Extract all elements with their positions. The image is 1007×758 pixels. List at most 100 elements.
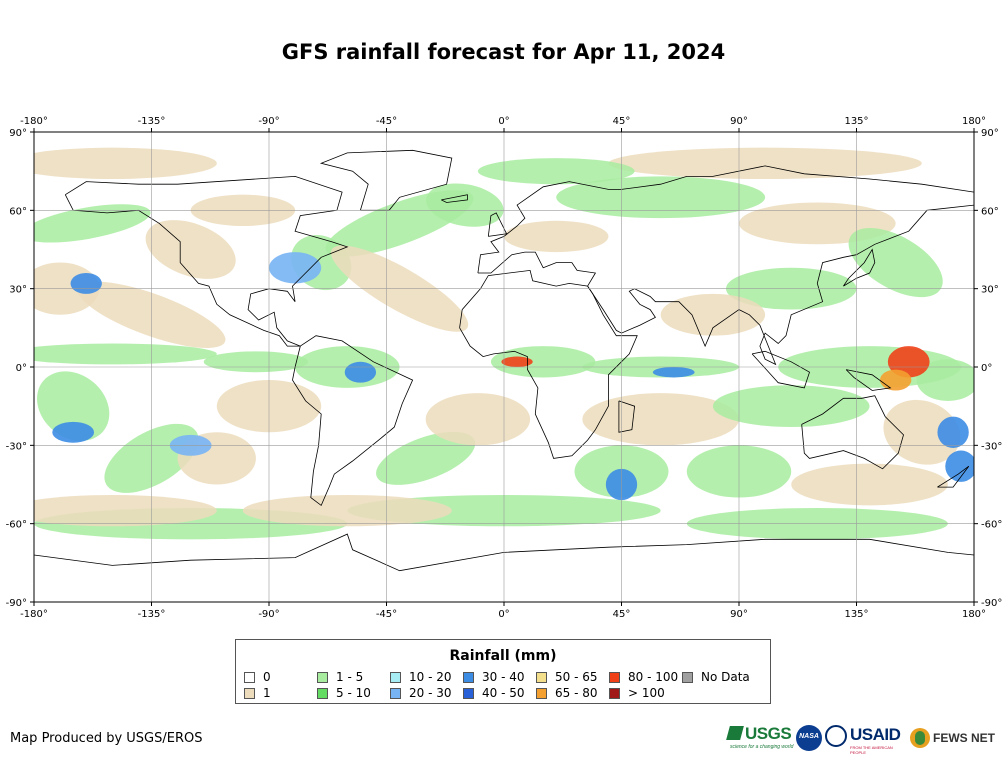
graticule [34,132,974,602]
legend-swatch [463,687,474,699]
legend-swatch [536,671,547,683]
legend-item: 50 - 65 [536,670,598,684]
legend-swatch [390,687,401,699]
rain-patch [883,399,961,465]
usaid-logo: USAID FROM THE AMERICAN PEOPLE [825,724,909,755]
lon-tick-label-bottom: -90° [258,609,279,620]
nasa-logo-text: NASA [799,733,819,740]
lat-tick-label-left: 90° [9,128,27,139]
rain-patch [848,228,943,298]
lat-tick-label-left: 60° [9,206,27,217]
lat-tick-label-right: 90° [981,128,999,139]
lat-tick-label-right: -60° [981,520,1002,531]
legend-swatch [536,687,547,699]
lon-tick-label-bottom: 180° [962,609,986,620]
legend-label: 65 - 80 [555,686,598,700]
legend-label: 10 - 20 [409,670,452,684]
rain-patch [34,147,217,179]
lon-tick-label-bottom: -180° [20,609,48,620]
lon-tick-label-top: -135° [138,116,166,127]
rain-core [880,369,912,391]
lon-tick-label-bottom: -45° [376,609,397,620]
coastline [487,212,508,237]
legend-item: 20 - 30 [390,686,452,700]
rain-patch [34,494,217,527]
lat-tick-label-right: 60° [981,206,999,217]
legend-label: 80 - 100 [628,670,679,684]
lon-tick-label-top: 135° [844,116,868,127]
lon-tick-label-top: 180° [962,116,986,127]
coastline [618,400,636,433]
legend-item: 0 [244,670,271,684]
legend-item: 80 - 100 [609,670,678,684]
legend-item: 5 - 10 [317,686,371,700]
legend-item: 1 [244,686,271,700]
legend-swatch [463,671,474,683]
rain-core [52,421,95,443]
rain-core [344,361,377,383]
rain-patch [203,351,309,373]
rainfall-map: -180° -180° -135° -135° -90° -90° -45° -45° 0° 0°… [6,116,1003,620]
lon-tick-label-top: 0° [498,116,509,127]
fewsnet-logo: FEWS NET [910,726,1000,752]
lon-tick-label-bottom: 0° [498,609,509,620]
legend-label: 0 [263,670,271,684]
usgs-logo-text: USGS [745,724,792,743]
legend-swatch [317,671,328,683]
rain-patch [490,346,596,378]
lat-tick-label-right: 0° [981,363,992,374]
usaid-logo-text: USAID [850,725,901,744]
lat-tick-label-right: -90° [981,598,1002,609]
legend-label: No Data [701,670,750,684]
rain-patch [916,359,974,401]
lat-tick-label-right: 30° [981,285,999,296]
legend-label: 1 [263,686,271,700]
fewsnet-logo-text: FEWS NET [933,731,995,745]
rain-patch [608,147,922,179]
rain-patch [145,220,236,279]
coastline [319,149,453,211]
lon-tick-label-top: -45° [376,116,397,127]
rain-patch [504,220,609,253]
legend-item: 1 - 5 [317,670,363,684]
nasa-logo: NASA [796,725,822,751]
lon-tick-label-bottom: 135° [844,609,868,620]
rain-core [269,252,322,284]
legend-label: 5 - 10 [336,686,371,700]
rain-patch [34,343,217,365]
lon-tick-label-top: 90° [730,116,748,127]
legend-swatch [609,671,620,683]
lon-tick-label-top: 45° [613,116,631,127]
rain-patch [477,158,635,185]
coastline [937,465,970,488]
rain-patch [712,385,870,428]
rain-core [70,273,102,294]
legend-swatch [682,671,693,683]
lat-tick-label-left: -90° [6,598,27,609]
coastline [292,335,414,507]
legend-title: Rainfall (mm) [449,648,557,664]
coastline [845,369,892,391]
rain-patch [426,183,504,227]
legend-item: 10 - 20 [390,670,452,684]
lon-tick-label-bottom: 90° [730,609,748,620]
credit-text: Map Produced by USGS/EROS [10,731,203,746]
legend-swatch [390,671,401,683]
agency-logos: USGS science for a changing world NASA U… [726,724,1000,755]
rain-patch [425,393,531,446]
rain-patch [791,463,948,506]
legend-label: > 100 [628,686,665,700]
lon-tick-label-top: -90° [258,116,279,127]
legend-swatch [244,671,255,683]
rain-patch [37,371,110,441]
legend-item: 30 - 40 [463,670,525,684]
legend-item: > 100 [609,686,665,700]
coastline [843,248,876,287]
coastline [751,350,810,389]
coastline [801,395,904,470]
legend-swatch [317,687,328,699]
lat-tick-label-right: -30° [981,441,1002,452]
legend-label: 40 - 50 [482,686,525,700]
rain-patch [556,176,766,219]
coastlines [34,149,974,572]
